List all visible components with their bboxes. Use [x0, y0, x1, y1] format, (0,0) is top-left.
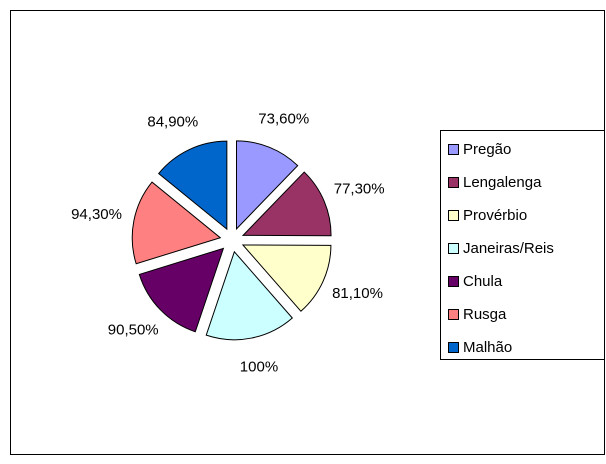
- pie-slice: [131, 181, 222, 265]
- legend-swatch: [448, 276, 459, 287]
- data-label: 73,60%: [258, 110, 309, 127]
- data-label: 100%: [240, 358, 278, 375]
- pie-slice: [138, 247, 225, 333]
- legend-swatch: [448, 210, 459, 221]
- pie-slice: [241, 244, 332, 312]
- data-label: 77,30%: [334, 181, 385, 198]
- legend-swatch: [448, 309, 459, 320]
- data-label: 81,10%: [332, 285, 383, 302]
- pie-slice: [157, 140, 228, 231]
- legend-swatch: [448, 243, 459, 254]
- legend-swatch: [448, 342, 459, 353]
- legend-swatch: [448, 144, 459, 155]
- legend-label: Malhão: [463, 339, 512, 356]
- pie-slice: [241, 171, 332, 237]
- data-label: 84,90%: [147, 114, 198, 131]
- legend-swatch: [448, 177, 459, 188]
- pie-slice: [205, 250, 294, 341]
- legend-box: [440, 130, 605, 360]
- legend-label: Rusga: [463, 306, 507, 323]
- legend-label: Provérbio: [463, 207, 527, 224]
- data-label: 90,50%: [108, 322, 159, 339]
- legend-label: Pregão: [463, 141, 511, 158]
- pie-slice: [235, 140, 299, 231]
- legend-label: Lengalenga: [463, 174, 542, 191]
- data-label: 94,30%: [71, 206, 122, 223]
- legend-label: Janeiras/Reis: [463, 240, 554, 257]
- legend-label: Chula: [463, 273, 503, 290]
